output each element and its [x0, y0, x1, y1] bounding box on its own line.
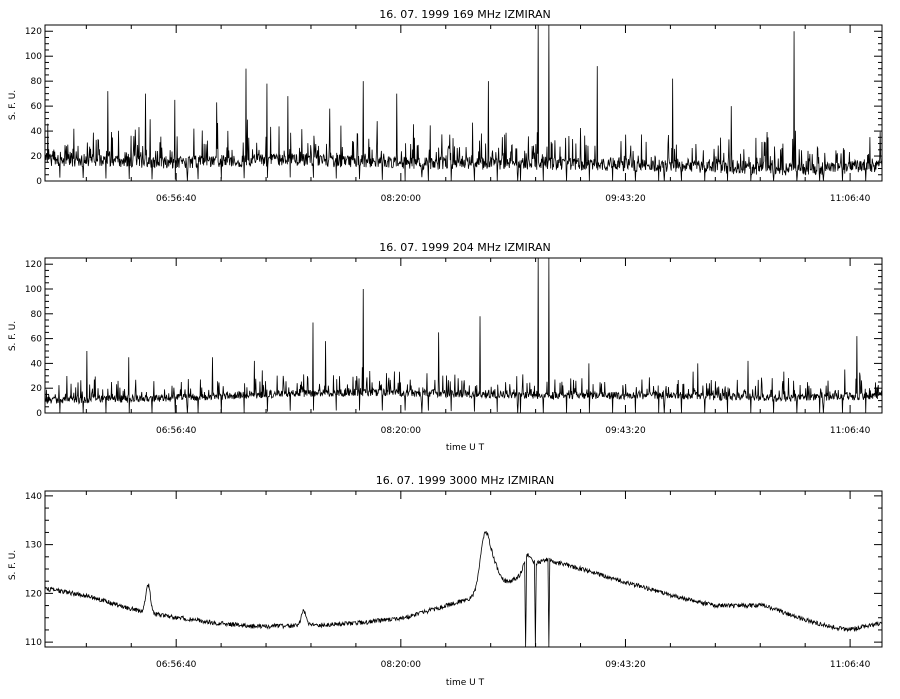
y-tick-label: 120: [25, 589, 42, 599]
chart-title: 16. 07. 1999 204 MHz IZMIRAN: [379, 241, 550, 254]
y-tick-label: 100: [25, 52, 42, 62]
y-tick-label: 40: [31, 359, 43, 369]
y-tick-label: 120: [25, 27, 42, 37]
y-tick-label: 130: [25, 541, 42, 551]
y-tick-label: 20: [31, 152, 43, 162]
series-line-3000mhz: [44, 530, 883, 648]
y-tick-label: 0: [36, 409, 42, 419]
chart-title: 16. 07. 1999 169 MHz IZMIRAN: [379, 8, 550, 21]
chart-title: 16. 07. 1999 3000 MHz IZMIRAN: [376, 474, 554, 487]
x-tick-label: 11:06:40: [830, 194, 871, 204]
y-axis-label: S. F. U.: [8, 550, 18, 580]
y-tick-label: 0: [36, 177, 42, 187]
y-tick-label: 120: [25, 260, 42, 270]
x-tick-label: 08:20:00: [381, 660, 422, 670]
chart-panel-3000mhz: 16. 07. 1999 3000 MHz IZMIRAN S. F. U. t…: [8, 474, 883, 688]
y-axis-label: S. F. U.: [8, 90, 18, 120]
y-tick-label: 110: [25, 638, 42, 648]
y-tick-label: 140: [25, 492, 42, 502]
x-axis-label: time U T: [446, 678, 485, 688]
x-axis-label: time U T: [446, 443, 485, 453]
chart-panel-204mhz: 16. 07. 1999 204 MHz IZMIRAN S. F. U. ti…: [8, 241, 883, 453]
y-tick-label: 100: [25, 285, 42, 295]
x-tick-label: 06:56:40: [156, 194, 197, 204]
x-tick-label: 09:43:20: [605, 426, 646, 436]
plot-frame: [44, 24, 883, 182]
y-tick-label: 80: [31, 310, 43, 320]
x-tick-label: 11:06:40: [830, 426, 871, 436]
plot-frame: [44, 257, 883, 414]
y-tick-label: 60: [31, 335, 43, 345]
series-line-204mhz: [44, 257, 883, 414]
chart-panel-169mhz: 16. 07. 1999 169 MHz IZMIRAN S. F. U. 0 2…: [8, 8, 883, 204]
x-tick-label: 08:20:00: [381, 194, 422, 204]
y-tick-label: 80: [31, 77, 43, 87]
x-tick-label: 11:06:40: [830, 660, 871, 670]
y-tick-label: 20: [31, 384, 43, 394]
y-tick-label: 60: [31, 102, 43, 112]
x-tick-label: 06:56:40: [156, 660, 197, 670]
x-tick-label: 08:20:00: [381, 426, 422, 436]
y-tick-label: 40: [31, 127, 43, 137]
x-tick-label: 09:43:20: [605, 194, 646, 204]
plot-frame: [44, 490, 883, 648]
x-tick-label: 06:56:40: [156, 426, 197, 436]
x-tick-label: 09:43:20: [605, 660, 646, 670]
y-axis-label: S. F. U.: [8, 321, 18, 351]
series-line-169mhz: [44, 24, 883, 182]
